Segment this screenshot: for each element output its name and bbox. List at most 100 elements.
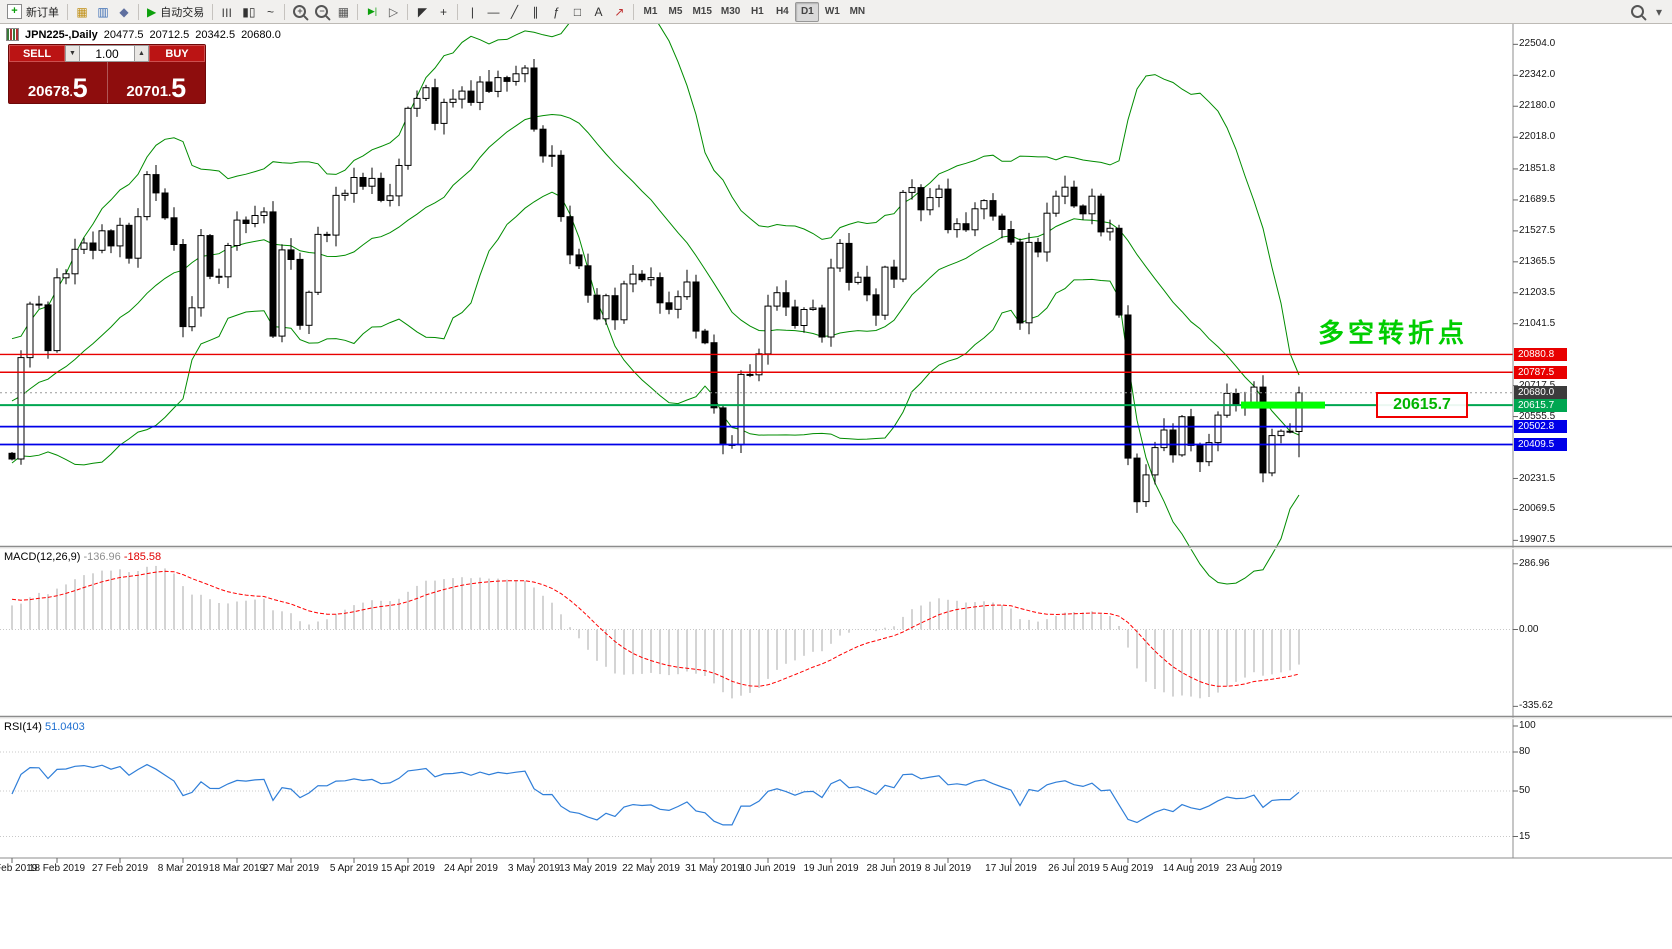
timeframe-m15-button[interactable]: M15 bbox=[688, 2, 715, 22]
timeframe-h4-button[interactable]: H4 bbox=[770, 2, 794, 22]
options-icon: ▾ bbox=[1655, 4, 1663, 19]
chart-shift-icon: ▷ bbox=[388, 4, 399, 19]
new-order-icon: + bbox=[7, 4, 22, 19]
toolbar-separator bbox=[357, 3, 359, 20]
toolbar-separator bbox=[407, 3, 409, 20]
rsi-indicator-label: RSI(14) 51.0403 bbox=[4, 721, 85, 733]
rsi-layer bbox=[0, 751, 1513, 837]
chart-open-value: 20477.5 bbox=[103, 28, 144, 41]
chart-symbol-icon bbox=[6, 28, 19, 41]
one-click-prices: 20678. 5 20701. 5 bbox=[9, 62, 205, 103]
grid-button[interactable]: ▦ bbox=[333, 2, 353, 22]
chart-header: JPN225-,Daily 20477.5 20712.5 20342.5 20… bbox=[6, 28, 281, 41]
chart-shift-button[interactable]: ▷ bbox=[383, 2, 403, 22]
toolbar-separator bbox=[67, 3, 68, 20]
rsi-value: 51.0403 bbox=[44, 721, 85, 733]
auto-scroll-button[interactable]: ▶| bbox=[362, 2, 382, 22]
fibonacci-icon: ƒ bbox=[553, 4, 560, 19]
search-button[interactable] bbox=[1627, 2, 1648, 22]
crosshair-icon: + bbox=[439, 4, 447, 19]
timeframe-mn-button[interactable]: MN bbox=[845, 2, 869, 22]
horizontal-line-button[interactable]: — bbox=[483, 2, 503, 22]
zoom-out-icon: − bbox=[315, 5, 329, 18]
candles-chart-button[interactable]: ▮▯ bbox=[238, 2, 259, 22]
highlight-segment bbox=[1241, 401, 1325, 409]
rsi-title: RSI(14) bbox=[4, 721, 42, 733]
auto-scroll-icon: ▶| bbox=[367, 6, 378, 16]
timeframe-m1-button[interactable]: M1 bbox=[638, 2, 662, 22]
toolbar: + 新订单 ▦ ▥ ◆ ▶ 自动交易 ||| ▮▯ ~ + − ▦ ▶| ▷ ◤… bbox=[0, 0, 1672, 24]
new-order-label: 新订单 bbox=[26, 6, 59, 19]
zoom-out-button[interactable]: − bbox=[311, 2, 332, 22]
macd-signal-value: -185.58 bbox=[123, 551, 162, 563]
frame-layer bbox=[0, 24, 1672, 863]
arrows-tool-icon: ↗ bbox=[614, 4, 625, 19]
volume-decrease-button[interactable]: ▼ bbox=[65, 45, 80, 62]
autotrading-icon: ▶ bbox=[147, 4, 157, 19]
bars-chart-button[interactable]: ||| bbox=[217, 2, 237, 22]
navigator-icon: ◆ bbox=[119, 4, 129, 19]
toolbar-separator bbox=[284, 3, 286, 20]
data-window-button[interactable]: ▥ bbox=[93, 2, 113, 22]
crosshair-button[interactable]: + bbox=[433, 2, 453, 22]
macd-layer bbox=[0, 565, 1513, 699]
candles-layer bbox=[8, 59, 1303, 513]
toolbar-separator bbox=[212, 3, 214, 20]
sell-button[interactable]: SELL bbox=[9, 45, 65, 62]
chart-high-value: 20712.5 bbox=[149, 28, 190, 41]
bars-chart-icon: ||| bbox=[221, 6, 233, 17]
market-watch-button[interactable]: ▦ bbox=[72, 2, 92, 22]
zoom-in-button[interactable]: + bbox=[289, 2, 310, 22]
level-label-box[interactable]: 20615.7 bbox=[1376, 392, 1468, 418]
timeframe-d1-button[interactable]: D1 bbox=[795, 1, 820, 22]
search-icon bbox=[1631, 5, 1644, 18]
candles-chart-icon: ▮▯ bbox=[242, 4, 256, 19]
timeframe-m5-button[interactable]: M5 bbox=[663, 2, 687, 22]
vertical-line-button[interactable]: | bbox=[462, 2, 482, 22]
autotrading-button[interactable]: ▶ 自动交易 bbox=[143, 2, 208, 22]
timeframe-h1-button[interactable]: H1 bbox=[745, 2, 769, 22]
macd-value: -136.96 bbox=[83, 551, 121, 563]
macd-title: MACD(12,26,9) bbox=[4, 551, 81, 563]
channel-button[interactable]: ∥ bbox=[525, 2, 545, 22]
trendline-icon: ╱ bbox=[510, 4, 519, 19]
cursor-icon: ◤ bbox=[417, 4, 428, 19]
text-tool-button[interactable]: A bbox=[588, 2, 608, 22]
shapes-button[interactable]: □ bbox=[567, 2, 587, 22]
grid-icon: ▦ bbox=[337, 4, 350, 19]
options-button[interactable]: ▾ bbox=[1649, 2, 1669, 22]
timeframe-m30-button[interactable]: M30 bbox=[717, 2, 744, 22]
timeframe-group: M1 M5 M15 M30 H1 H4 D1 W1 MN bbox=[638, 1, 869, 22]
arrows-tool-button[interactable]: ↗ bbox=[609, 2, 629, 22]
one-click-top-row: SELL ▼ 1.00 ▲ BUY bbox=[9, 45, 205, 62]
volume-stepper: ▼ 1.00 ▲ bbox=[65, 45, 149, 62]
ask-price[interactable]: 20701. 5 bbox=[106, 62, 206, 103]
chart-low-value: 20342.5 bbox=[195, 28, 236, 41]
shapes-icon: □ bbox=[573, 4, 582, 19]
autotrading-label: 自动交易 bbox=[160, 6, 205, 19]
timeframe-w1-button[interactable]: W1 bbox=[820, 2, 844, 22]
toolbar-separator bbox=[138, 3, 139, 20]
volume-increase-button[interactable]: ▲ bbox=[134, 45, 149, 62]
line-chart-button[interactable]: ~ bbox=[260, 2, 280, 22]
horizontal-line-icon: — bbox=[487, 4, 500, 19]
new-order-button[interactable]: + 新订单 bbox=[3, 2, 63, 22]
toolbar-separator bbox=[633, 3, 635, 20]
trendline-button[interactable]: ╱ bbox=[504, 2, 524, 22]
bid-price[interactable]: 20678. 5 bbox=[27, 73, 88, 103]
macd-indicator-label: MACD(12,26,9) -136.96 -185.58 bbox=[4, 551, 161, 563]
chart-symbol-period: JPN225-,Daily bbox=[25, 28, 98, 41]
data-window-icon: ▥ bbox=[97, 4, 109, 19]
vertical-line-icon: | bbox=[470, 4, 475, 19]
channel-icon: ∥ bbox=[532, 4, 539, 19]
navigator-button[interactable]: ◆ bbox=[114, 2, 134, 22]
line-chart-icon: ~ bbox=[266, 4, 274, 19]
toolbar-separator bbox=[457, 3, 459, 20]
turning-point-annotation[interactable]: 多空转折点 bbox=[1318, 318, 1469, 348]
cursor-button[interactable]: ◤ bbox=[412, 2, 432, 22]
buy-button[interactable]: BUY bbox=[149, 45, 205, 62]
volume-input[interactable]: 1.00 bbox=[80, 45, 134, 62]
fibonacci-button[interactable]: ƒ bbox=[546, 2, 566, 22]
zoom-in-icon: + bbox=[293, 5, 307, 18]
